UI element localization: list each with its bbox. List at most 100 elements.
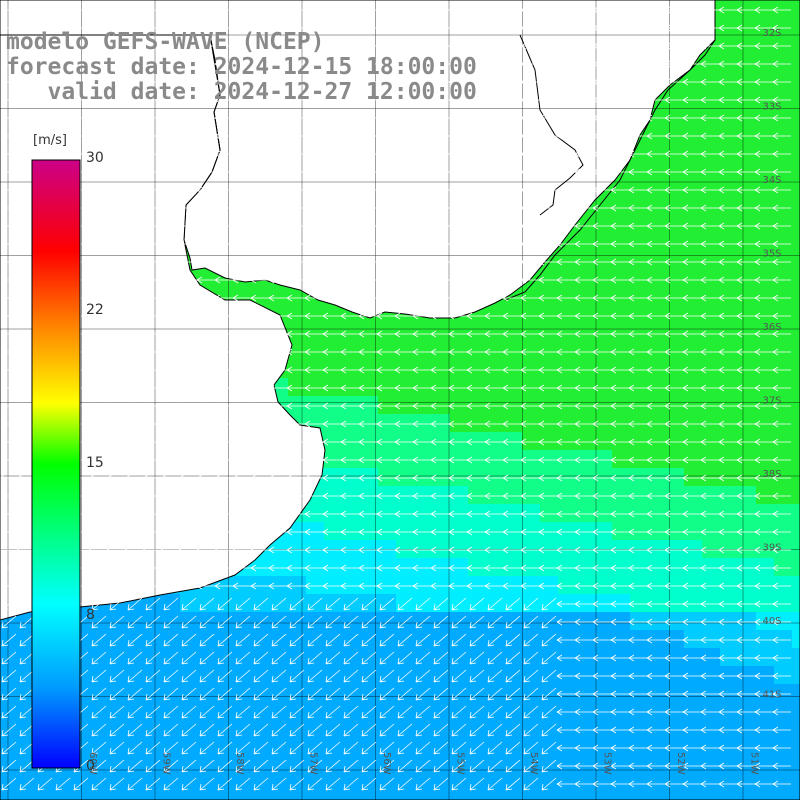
speed-cell [576, 252, 594, 270]
speed-cell [612, 288, 630, 306]
wind-arrow [124, 186, 143, 194]
speed-cell [738, 594, 756, 612]
wind-arrow [160, 204, 179, 212]
speed-cell [702, 342, 720, 360]
wind-arrow [343, 723, 359, 737]
wind-arrow [0, 96, 17, 104]
wind-arrow [394, 438, 413, 446]
wind-arrow [574, 132, 593, 140]
speed-cell [738, 90, 756, 108]
wind-arrow [754, 366, 773, 374]
speed-cell [648, 324, 666, 342]
speed-cell [468, 504, 486, 522]
wind-arrow [250, 240, 269, 248]
speed-cell [702, 216, 720, 234]
wind-arrow [754, 78, 773, 86]
speed-cell [288, 342, 306, 360]
wind-arrow [520, 186, 539, 194]
wind-arrow [646, 420, 665, 428]
wind-arrow [718, 60, 737, 68]
wind-arrow [700, 366, 719, 374]
wind-arrow [484, 474, 503, 482]
speed-cell [774, 180, 792, 198]
speed-cell [738, 792, 756, 800]
speed-cell [702, 90, 720, 108]
speed-cell [648, 126, 666, 144]
wind-arrow [430, 78, 449, 86]
wind-arrow [592, 726, 611, 734]
speed-cell [414, 450, 432, 468]
wind-arrow [610, 6, 629, 14]
wind-arrow [754, 600, 773, 608]
wind-arrow [520, 42, 539, 50]
wind-arrow [664, 24, 683, 32]
wind-arrow [574, 780, 593, 788]
wind-arrow [736, 258, 755, 266]
wind-arrow [433, 597, 449, 611]
wind-arrow [88, 330, 107, 338]
wind-arrow [430, 96, 449, 104]
wind-arrow [772, 222, 791, 230]
wind-arrow [718, 294, 737, 302]
speed-cell [774, 576, 792, 594]
wind-arrow [718, 618, 737, 626]
wind-arrow [340, 492, 359, 500]
wind-arrow [433, 741, 449, 755]
wind-arrow [88, 402, 107, 410]
wind-arrow [0, 420, 17, 428]
wind-arrow [556, 546, 575, 554]
wind-arrow [340, 402, 359, 410]
wind-arrow [340, 564, 359, 572]
wind-arrow [664, 546, 683, 554]
wind-arrow [379, 759, 395, 773]
wind-arrow [91, 597, 107, 611]
wind-arrow [430, 150, 449, 158]
speed-cell [342, 324, 360, 342]
wind-arrow [379, 633, 395, 647]
wind-arrow [16, 24, 35, 32]
speed-cell [540, 558, 558, 576]
wind-arrow [268, 420, 287, 428]
wind-arrow [736, 690, 755, 698]
wind-arrow [646, 222, 665, 230]
colorbar-tick-30: 30 [86, 150, 104, 166]
wind-arrow [736, 366, 755, 374]
speed-cell [558, 252, 576, 270]
speed-cell [468, 486, 486, 504]
wind-arrow [646, 600, 665, 608]
speed-cell [468, 396, 486, 414]
wind-arrow [124, 438, 143, 446]
speed-cell [522, 504, 540, 522]
speed-cell [774, 216, 792, 234]
wind-arrow [610, 348, 629, 356]
wind-arrow [466, 24, 485, 32]
wind-arrow [142, 384, 161, 392]
speed-cell [756, 648, 774, 666]
wind-arrow [700, 240, 719, 248]
wind-arrow [430, 276, 449, 284]
speed-cell [720, 432, 738, 450]
wind-arrow [196, 168, 215, 176]
wind-arrow [289, 633, 305, 647]
wind-arrow [646, 384, 665, 392]
wind-arrow [160, 438, 179, 446]
wind-arrow [214, 204, 233, 212]
wind-arrow [718, 438, 737, 446]
speed-cell [432, 468, 450, 486]
speed-cell [324, 396, 342, 414]
speed-cell [504, 432, 522, 450]
speed-cell [792, 468, 800, 486]
wind-arrow [286, 114, 305, 122]
wind-arrow [178, 6, 197, 14]
wind-arrow [592, 708, 611, 716]
speed-cell [684, 504, 702, 522]
speed-cell [612, 702, 630, 720]
wind-arrow [772, 78, 791, 86]
speed-cell [792, 72, 800, 90]
wind-arrow [289, 741, 305, 755]
wind-arrow [754, 348, 773, 356]
wind-arrow [340, 366, 359, 374]
speed-cell [360, 540, 378, 558]
wind-arrow [682, 726, 701, 734]
speed-cell [738, 720, 756, 738]
